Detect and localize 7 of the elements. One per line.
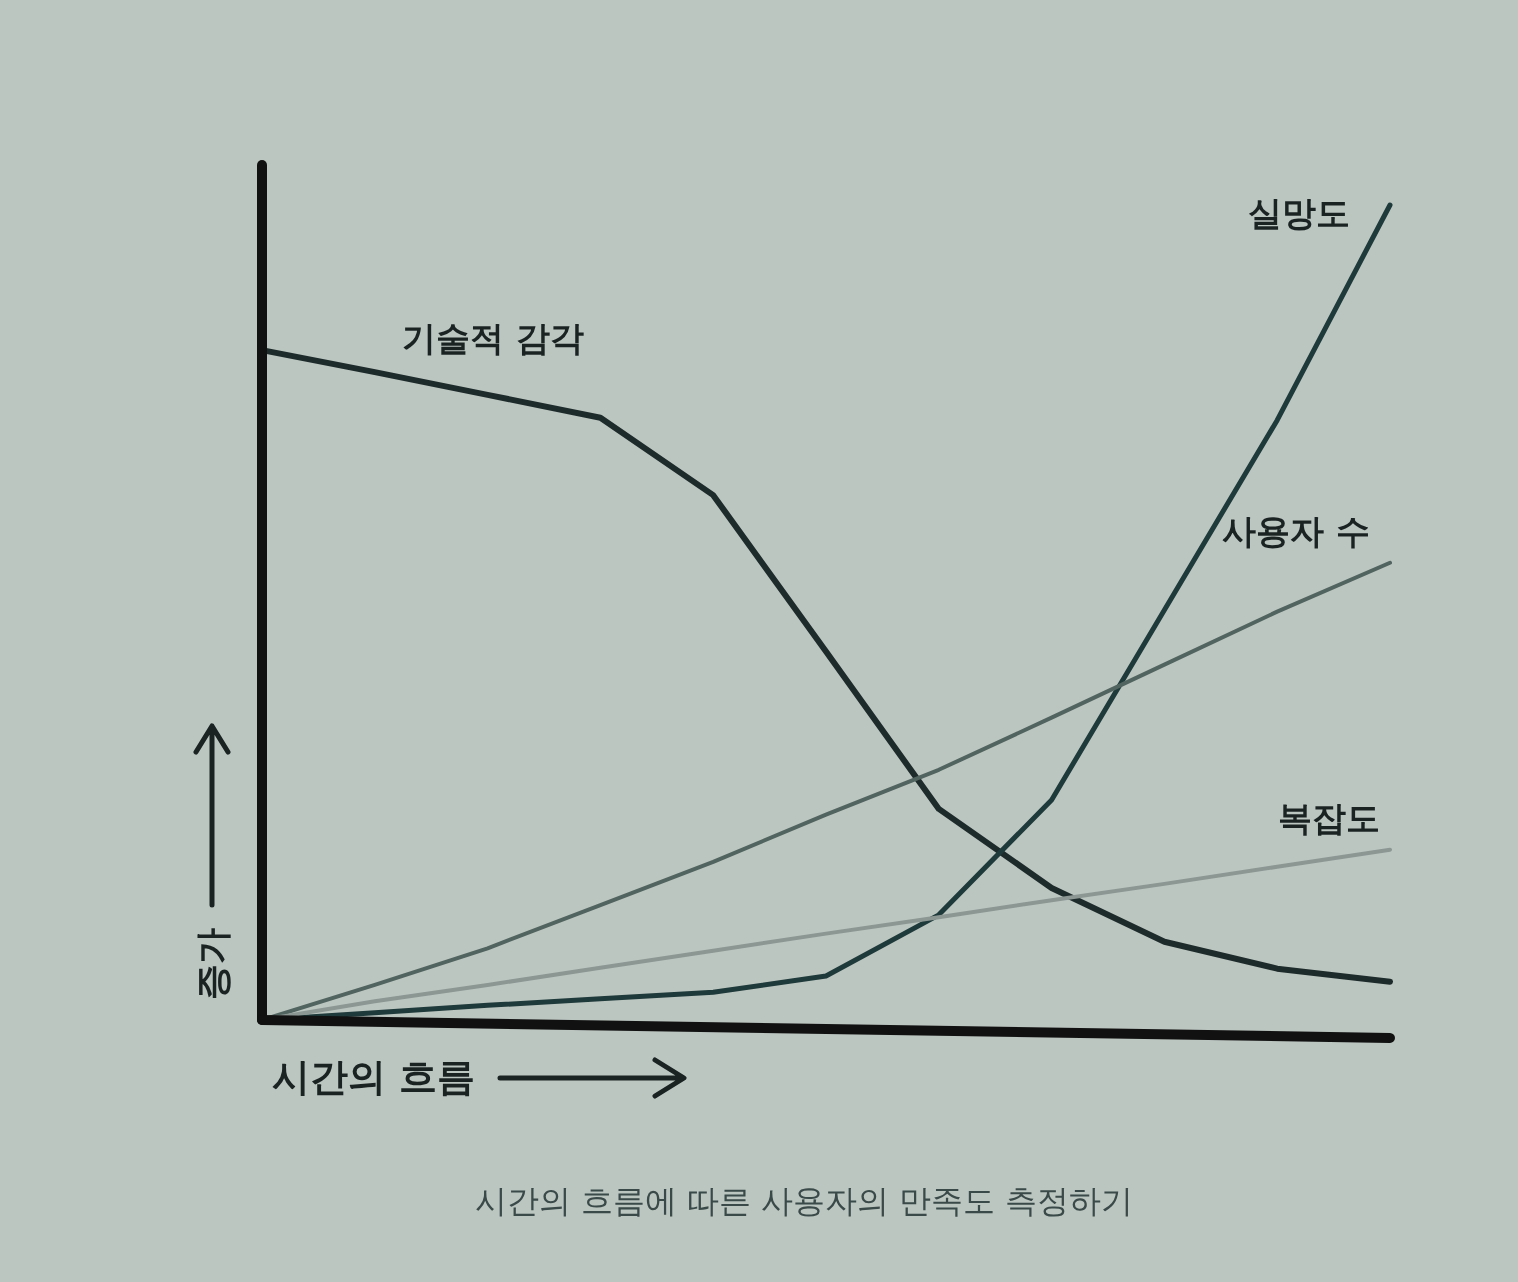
x-axis-title: 시간의 흐름 [272, 1055, 476, 1099]
text: 시간의 흐름에 따른 사용자의 만족도 측정하기 [474, 1182, 1134, 1220]
series-label: 사용자 수 [1222, 510, 1370, 551]
series-label: 실망도 [1248, 193, 1350, 233]
series-label: 기술적 감각 [402, 318, 584, 359]
series-label: 복잡도 [1278, 797, 1380, 838]
y-axis-title: 증가 [192, 928, 233, 1000]
